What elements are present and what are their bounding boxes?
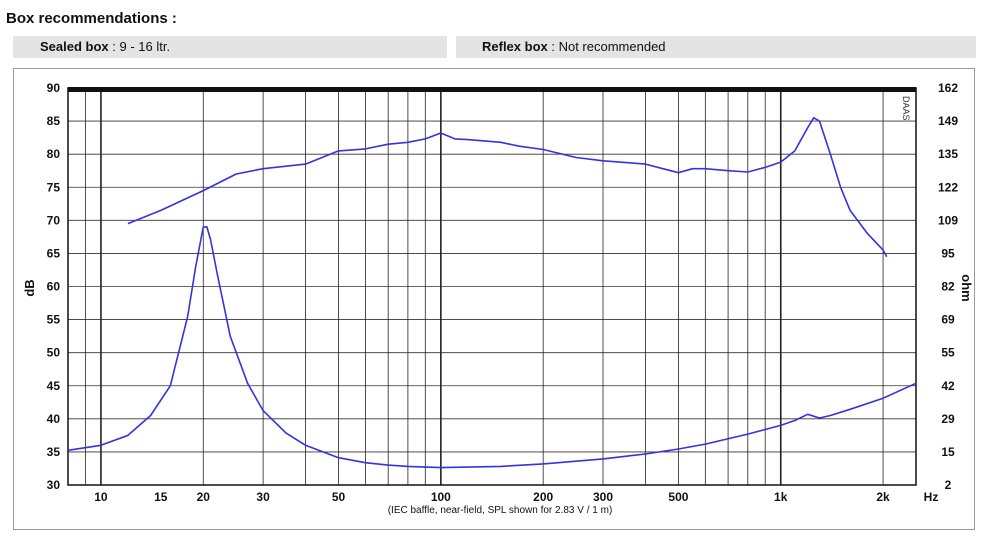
- left-tick-label: 80: [47, 147, 61, 161]
- left-tick-label: 30: [47, 478, 61, 492]
- x-tick-label: 30: [256, 490, 270, 504]
- right-tick-label: 15: [941, 445, 955, 459]
- x-tick-label: 500: [668, 490, 688, 504]
- sealed-box-panel: Sealed box : 9 - 16 ltr.: [13, 36, 447, 58]
- spl-response-line: [127, 117, 888, 258]
- left-tick-label: 50: [47, 346, 61, 360]
- left-tick-label: 90: [47, 81, 61, 95]
- right-tick-label: 55: [941, 346, 955, 360]
- left-tick-label: 55: [47, 313, 61, 327]
- x-axis-unit: Hz: [924, 490, 939, 504]
- x-tick-label: 200: [533, 490, 553, 504]
- left-axis-ticks: 90 85 80 75 70 65 60 55 50 45 40 35 30: [47, 81, 61, 492]
- x-tick-label: 2k: [876, 490, 890, 504]
- right-tick-label: 135: [938, 147, 958, 161]
- x-tick-label: 15: [154, 490, 168, 504]
- left-tick-label: 75: [47, 180, 61, 194]
- reflex-box-value: : Not recommended: [547, 39, 666, 54]
- reflex-box-label: Reflex box: [482, 39, 548, 54]
- right-tick-label: 122: [938, 180, 958, 194]
- x-tick-label: 10: [94, 490, 108, 504]
- right-tick-label: 149: [938, 114, 958, 128]
- x-axis-ticks: 10 15 20 30 50 100 200 300 500 1k 2k: [94, 490, 890, 504]
- left-tick-label: 65: [47, 246, 61, 260]
- right-tick-label: 29: [941, 412, 955, 426]
- chart-note: (IEC baffle, near-field, SPL shown for 2…: [388, 505, 613, 516]
- box-recommendations-heading: Box recommendations :: [6, 10, 177, 27]
- right-tick-label: 69: [941, 313, 955, 327]
- impedance-line: [67, 226, 917, 469]
- left-tick-label: 60: [47, 280, 61, 294]
- sealed-box-label: Sealed box: [40, 39, 109, 54]
- plot-top-bar: [68, 87, 916, 92]
- right-axis-ticks: 162 149 135 122 109 95 82 69 55 42 29 15 2: [938, 81, 958, 492]
- x-tick-label: 50: [332, 490, 346, 504]
- series-layer: [67, 117, 917, 469]
- x-tick-label: 300: [593, 490, 613, 504]
- right-tick-label: 42: [941, 379, 955, 393]
- right-axis-label: ohm: [959, 274, 974, 301]
- x-tick-label: 20: [197, 490, 211, 504]
- reflex-box-panel: Reflex box : Not recommended: [456, 36, 976, 58]
- right-tick-label: 162: [938, 81, 958, 95]
- left-tick-label: 70: [47, 213, 61, 227]
- left-tick-label: 85: [47, 114, 61, 128]
- right-tick-label: 2: [945, 478, 952, 492]
- sealed-box-value: : 9 - 16 ltr.: [108, 39, 171, 54]
- left-axis-label: dB: [22, 279, 37, 296]
- x-tick-label: 100: [431, 490, 451, 504]
- left-tick-label: 40: [47, 412, 61, 426]
- left-tick-label: 35: [47, 445, 61, 459]
- right-tick-label: 95: [941, 246, 955, 260]
- chart-grid: [67, 87, 916, 486]
- x-tick-label: 1k: [774, 490, 788, 504]
- left-tick-label: 45: [47, 379, 61, 393]
- right-tick-label: 109: [938, 213, 958, 227]
- chart-frame: [13, 68, 975, 530]
- right-tick-label: 82: [941, 280, 955, 294]
- watermark-text: DAAS: [901, 96, 911, 121]
